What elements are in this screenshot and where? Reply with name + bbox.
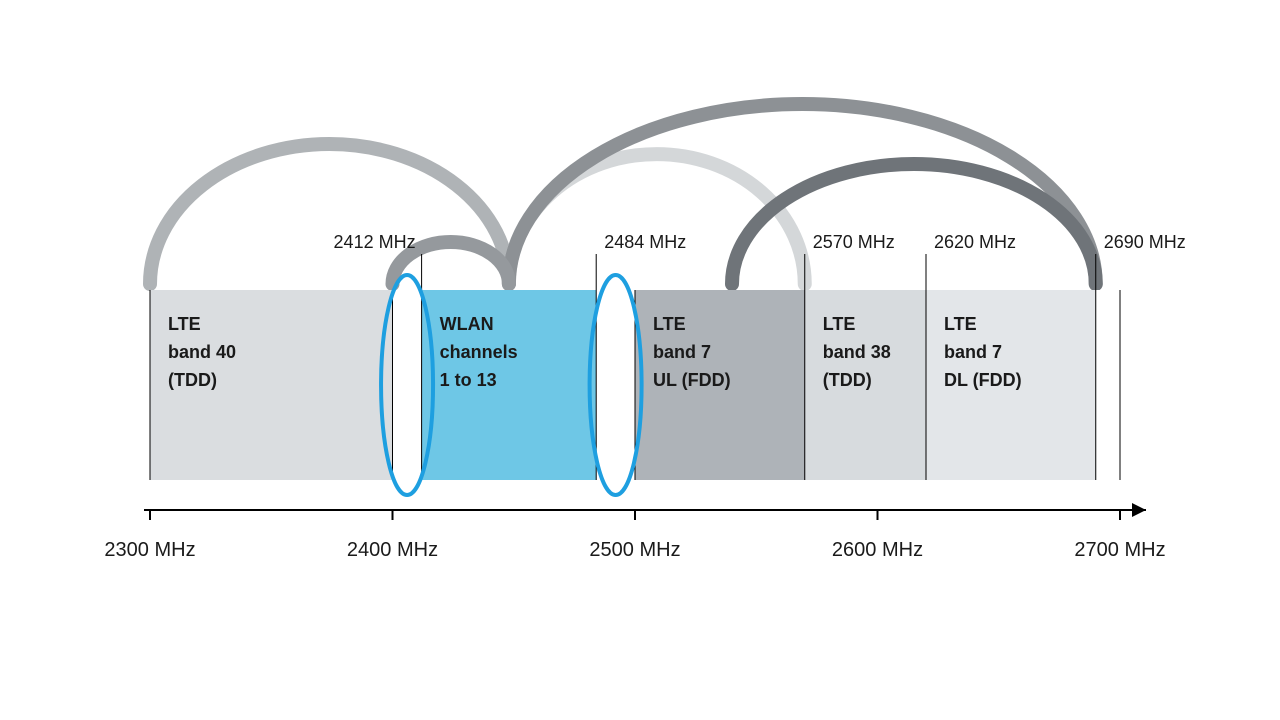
band-label-wlan: 1 to 13 bbox=[440, 370, 497, 390]
band-gap1 bbox=[393, 290, 422, 480]
band-gap3 bbox=[1096, 290, 1120, 480]
spectrum-diagram: LTE band 40 (TDD) WLAN channels 1 to 13 LTE ban… bbox=[0, 0, 1280, 720]
band-label-lte7dl: DL (FDD) bbox=[944, 370, 1022, 390]
axis-tick-label: 2300 MHz bbox=[104, 539, 195, 561]
top-freq-label: 2570 MHz bbox=[813, 232, 895, 252]
band-label-wlan: channels bbox=[440, 342, 518, 362]
axis-tick-label: 2400 MHz bbox=[347, 539, 438, 561]
top-freq-label: 2690 MHz bbox=[1104, 232, 1186, 252]
band-gap2 bbox=[596, 290, 635, 480]
top-freq-label: 2620 MHz bbox=[934, 232, 1016, 252]
band-label-lte7dl: band 7 bbox=[944, 342, 1002, 362]
band-label-lte7ul: UL (FDD) bbox=[653, 370, 731, 390]
band-label-lte7ul: LTE bbox=[653, 314, 686, 334]
band-label-lte38: (TDD) bbox=[823, 370, 872, 390]
band-label-lte7dl: LTE bbox=[944, 314, 977, 334]
top-freq-label: 2412 MHz bbox=[334, 232, 416, 252]
band-label-lte38: LTE bbox=[823, 314, 856, 334]
band-label-lte7ul: band 7 bbox=[653, 342, 711, 362]
band-label-lte40: LTE bbox=[168, 314, 201, 334]
axis-tick-label: 2700 MHz bbox=[1074, 539, 1165, 561]
axis-tick-label: 2600 MHz bbox=[832, 539, 923, 561]
band-label-lte40: band 40 bbox=[168, 342, 236, 362]
top-freq-label: 2484 MHz bbox=[604, 232, 686, 252]
band-label-lte40: (TDD) bbox=[168, 370, 217, 390]
band-label-lte38: band 38 bbox=[823, 342, 891, 362]
band-label-wlan: WLAN bbox=[440, 314, 494, 334]
axis-tick-label: 2500 MHz bbox=[589, 539, 680, 561]
